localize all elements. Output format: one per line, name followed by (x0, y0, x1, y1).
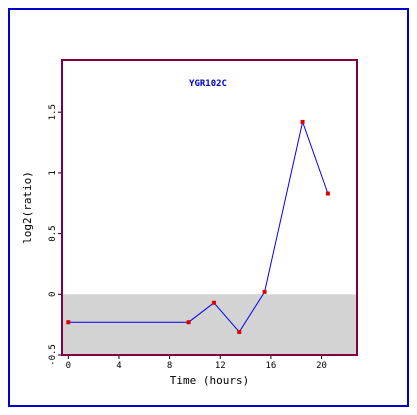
chart-title: YGR102C (189, 79, 227, 89)
x-tick-label: 4 (116, 361, 121, 371)
tick-layer: 0 4 8 12 16 20 -0.5 0 0.5 1 1.5 (48, 104, 327, 371)
y-tick-label: 1.5 (48, 104, 58, 120)
y-axis-label: log2(ratio) (21, 171, 34, 244)
data-point (300, 119, 305, 124)
y-tick-label: -0.5 (48, 344, 58, 366)
x-tick-label: 0 (66, 361, 71, 371)
y-tick-label: 1 (48, 170, 58, 175)
y-tick-label: 0.5 (48, 225, 58, 241)
plot-area (61, 59, 358, 356)
x-tick-label: 8 (167, 361, 172, 371)
data-point (186, 320, 191, 325)
data-point (262, 289, 267, 294)
data-point (237, 329, 242, 334)
series-layer (66, 119, 330, 334)
x-tick-label: 12 (215, 361, 226, 371)
data-point (325, 191, 330, 196)
y-tick-label: 0 (48, 292, 58, 297)
x-tick-label: 20 (316, 361, 327, 371)
x-axis-label: Time (hours) (170, 374, 249, 387)
data-point (211, 300, 216, 305)
zero-band (62, 294, 357, 355)
x-tick-label: 16 (265, 361, 276, 371)
data-point (66, 320, 71, 325)
